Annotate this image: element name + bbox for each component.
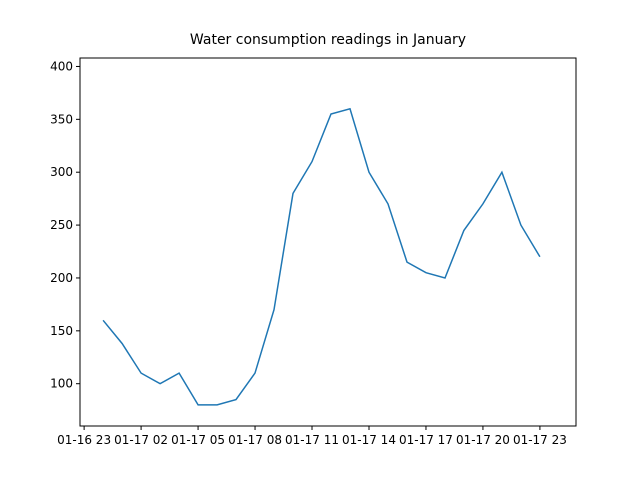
plot-frame [79,57,577,427]
y-tick-label: 400 [50,59,73,73]
x-tick-label: 01-17 17 [399,433,453,447]
x-tick-label: 01-16 23 [57,433,111,447]
y-tick-label: 200 [50,271,73,285]
chart-title: Water consumption readings in January [190,32,466,48]
y-tick-label: 100 [50,377,73,391]
y-tick-label: 250 [50,218,73,232]
y-tick-label: 150 [50,324,73,338]
x-tick-label: 01-17 11 [285,433,339,447]
data-line [102,107,541,406]
x-tick-label: 01-17 20 [456,433,510,447]
y-tick-label: 300 [50,165,73,179]
x-tick-label: 01-17 05 [171,433,225,447]
y-tick-label: 350 [50,112,73,126]
x-tick-label: 01-17 02 [114,433,168,447]
x-tick-label: 01-17 23 [513,433,567,447]
x-tick-label: 01-17 08 [228,433,282,447]
x-tick-label: 01-17 14 [342,433,396,447]
